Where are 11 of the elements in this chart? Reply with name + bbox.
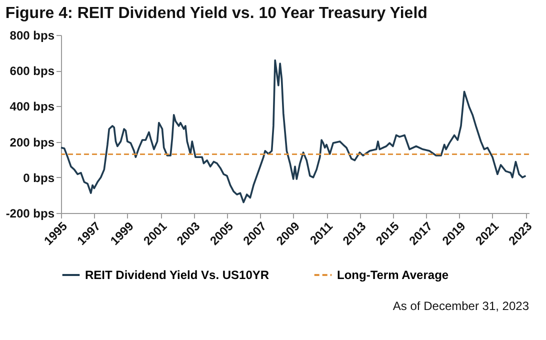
y-tick-label: 0 bps [23, 170, 55, 185]
line-series [60, 59, 527, 204]
y-tick-label: 400 bps [10, 100, 55, 114]
y-tick-label: 600 bps [10, 64, 55, 78]
y-tick-label: -200 bps [6, 206, 55, 220]
y-tick-label: 800 bps [10, 28, 55, 42]
legend-label: REIT Dividend Yield Vs. US10YR [85, 268, 270, 282]
y-tick-label: 200 bps [10, 135, 55, 150]
text: As of December 31, 2023 [392, 299, 530, 313]
chart-title: Figure 4: REIT Dividend Yield vs. 10 Year Treasury Yield [5, 5, 428, 22]
legend-label: Long-Term Average [337, 268, 449, 282]
